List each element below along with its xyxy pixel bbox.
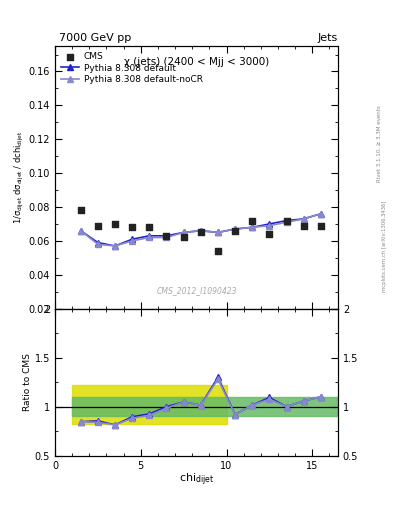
Pythia 8.308 default-noCR xyxy=(95,241,100,247)
CMS xyxy=(163,232,170,240)
Pythia 8.308 default xyxy=(113,243,118,249)
X-axis label: chi$_\mathsf{dijet}$: chi$_\mathsf{dijet}$ xyxy=(179,472,214,488)
CMS xyxy=(215,247,221,255)
Pythia 8.308 default xyxy=(250,224,255,230)
Pythia 8.308 default xyxy=(318,211,323,217)
Pythia 8.308 default-noCR xyxy=(181,229,186,236)
Pythia 8.308 default-noCR xyxy=(250,224,255,230)
Pythia 8.308 default-noCR xyxy=(130,238,134,244)
CMS xyxy=(77,206,84,215)
Pythia 8.308 default xyxy=(181,229,186,236)
Pythia 8.308 default-noCR xyxy=(301,216,306,222)
Pythia 8.308 default-noCR xyxy=(216,229,220,236)
Pythia 8.308 default xyxy=(267,221,272,227)
Pythia 8.308 default-noCR xyxy=(78,228,83,234)
Pythia 8.308 default xyxy=(198,228,203,234)
Text: Rivet 3.1.10, ≥ 3.3M events: Rivet 3.1.10, ≥ 3.3M events xyxy=(377,105,382,182)
CMS xyxy=(198,228,204,237)
Pythia 8.308 default xyxy=(95,240,100,246)
Text: CMS_2012_I1090423: CMS_2012_I1090423 xyxy=(156,287,237,295)
CMS xyxy=(249,217,255,225)
Text: mcplots.cern.ch [arXiv:1306.3436]: mcplots.cern.ch [arXiv:1306.3436] xyxy=(382,200,387,291)
Pythia 8.308 default-noCR xyxy=(233,226,237,232)
Y-axis label: Ratio to CMS: Ratio to CMS xyxy=(23,353,32,411)
Pythia 8.308 default xyxy=(164,233,169,239)
CMS xyxy=(266,230,272,238)
Legend: CMS, Pythia 8.308 default, Pythia 8.308 default-noCR: CMS, Pythia 8.308 default, Pythia 8.308 … xyxy=(59,51,205,86)
Pythia 8.308 default xyxy=(130,236,134,242)
CMS xyxy=(283,217,290,225)
Pythia 8.308 default-noCR xyxy=(267,223,272,229)
Pythia 8.308 default xyxy=(233,226,237,232)
Pythia 8.308 default xyxy=(147,233,152,239)
Text: 7000 GeV pp: 7000 GeV pp xyxy=(59,33,131,44)
Pythia 8.308 default-noCR xyxy=(113,243,118,249)
Y-axis label: 1/σ$_\mathsf{dijet}$ dσ$_\mathsf{dijet}$ / dchi$_\mathsf{dijet}$: 1/σ$_\mathsf{dijet}$ dσ$_\mathsf{dijet}$… xyxy=(13,131,26,224)
CMS xyxy=(129,223,135,231)
Pythia 8.308 default-noCR xyxy=(198,228,203,234)
CMS xyxy=(95,222,101,230)
CMS xyxy=(301,222,307,230)
Text: Jets: Jets xyxy=(318,33,338,44)
Line: Pythia 8.308 default-noCR: Pythia 8.308 default-noCR xyxy=(78,211,323,249)
Pythia 8.308 default xyxy=(78,228,83,234)
CMS xyxy=(180,233,187,242)
Pythia 8.308 default-noCR xyxy=(284,219,289,225)
CMS xyxy=(318,222,324,230)
Pythia 8.308 default-noCR xyxy=(164,234,169,241)
Line: Pythia 8.308 default: Pythia 8.308 default xyxy=(78,211,323,249)
Pythia 8.308 default xyxy=(284,218,289,224)
Pythia 8.308 default-noCR xyxy=(147,234,152,241)
CMS xyxy=(232,227,238,235)
CMS xyxy=(112,220,118,228)
Pythia 8.308 default xyxy=(216,229,220,236)
CMS xyxy=(146,223,152,231)
Pythia 8.308 default-noCR xyxy=(318,211,323,217)
Pythia 8.308 default xyxy=(301,216,306,222)
Text: χ (jets) (2400 < Mjj < 3000): χ (jets) (2400 < Mjj < 3000) xyxy=(124,57,269,67)
